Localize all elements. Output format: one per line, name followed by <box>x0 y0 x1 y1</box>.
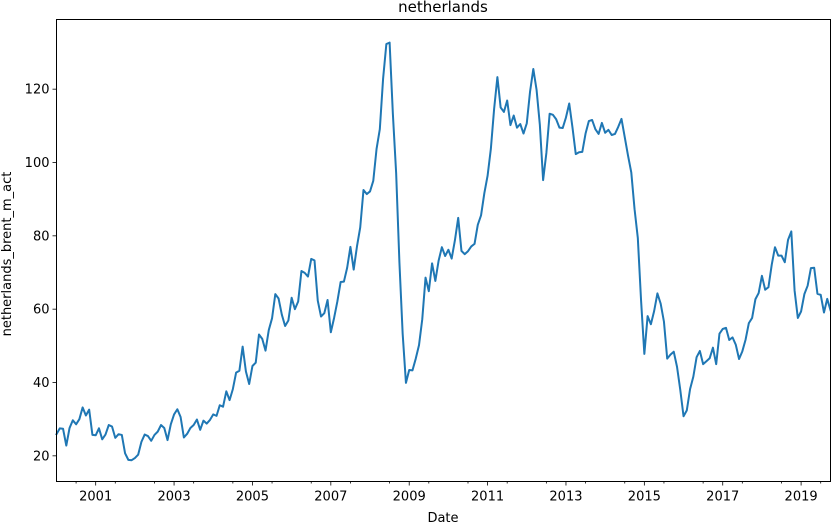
y-tick-label-40: 40 <box>33 376 50 391</box>
x-tick-label-2013: 2013 <box>549 490 582 505</box>
x-tick-label-2005: 2005 <box>236 490 269 505</box>
x-tick-label-2007: 2007 <box>314 490 347 505</box>
x-tick-label-2017: 2017 <box>706 490 739 505</box>
x-tick-label-2015: 2015 <box>628 490 661 505</box>
series-line-0 <box>55 41 831 462</box>
x-tick-label-2001: 2001 <box>79 490 112 505</box>
x-axis-title: Date <box>427 511 458 525</box>
y-tick-label-100: 100 <box>25 156 50 171</box>
y-tick-label-20: 20 <box>33 449 50 464</box>
y-tick-label-80: 80 <box>33 229 50 244</box>
x-tick-label-2011: 2011 <box>471 490 504 505</box>
x-tick-label-2009: 2009 <box>393 490 426 505</box>
y-axis: 20 40 60 80 100 120 <box>25 83 57 464</box>
y-tick-label-120: 120 <box>25 83 50 98</box>
x-tick-label-2003: 2003 <box>158 490 191 505</box>
x-axis: 2001 2003 2005 2007 2009 2011 2013 2015 2017 2019 <box>75 481 822 505</box>
chart-title: netherlands <box>398 0 488 16</box>
x-tick-label-2019: 2019 <box>785 490 818 505</box>
y-tick-label-60: 60 <box>33 303 50 318</box>
plot-area <box>55 41 831 462</box>
y-axis-title: netherlands_brent_m_act <box>0 172 15 337</box>
